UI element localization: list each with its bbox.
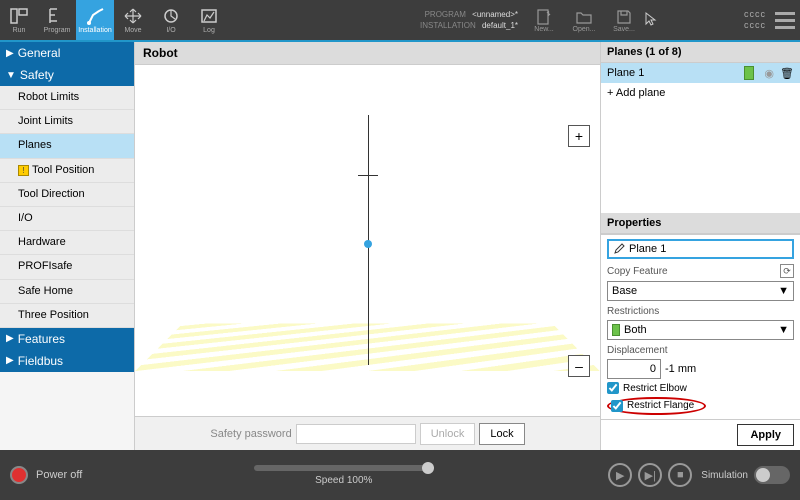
- restrictions-label: Restrictions: [607, 306, 794, 317]
- sidebar-item-profisafe[interactable]: PROFIsafe: [0, 255, 134, 279]
- dropdown-icon: ▼: [778, 285, 789, 297]
- chevron-down-icon: ▼: [6, 70, 16, 81]
- toolbar-run[interactable]: Run: [0, 0, 38, 40]
- sidebar-item-io[interactable]: I/O: [0, 207, 134, 231]
- toolbar-io[interactable]: I/O: [152, 0, 190, 40]
- right-panel: Planes (1 of 8) Plane 1 ◉ 🗑 + Add plane …: [600, 42, 800, 450]
- new-icon: [535, 8, 553, 26]
- brand-text: cccc cccc: [744, 9, 766, 31]
- section-safety[interactable]: ▼Safety: [0, 64, 134, 86]
- password-bar: Safety password Unlock Lock: [135, 416, 600, 450]
- sidebar: ▶General ▼Safety Robot Limits Joint Limi…: [0, 42, 135, 450]
- file-new[interactable]: New...: [524, 0, 564, 40]
- save-icon: [615, 8, 633, 26]
- stop-button[interactable]: ■: [668, 463, 692, 487]
- file-save[interactable]: Save...: [604, 0, 644, 40]
- plane-list: Plane 1 ◉ 🗑 + Add plane: [601, 63, 800, 103]
- planes-header: Planes (1 of 8): [601, 42, 800, 63]
- chevron-right-icon: ▶: [6, 333, 14, 344]
- viewport-title: Robot: [135, 42, 600, 65]
- chevron-right-icon: ▶: [6, 48, 14, 59]
- speed-control: Speed 100%: [254, 465, 434, 486]
- main-area: ▶General ▼Safety Robot Limits Joint Limi…: [0, 40, 800, 450]
- viewport-3d[interactable]: + –: [135, 65, 600, 416]
- restrictions-select[interactable]: Both ▼: [607, 320, 794, 340]
- menu-button[interactable]: [770, 0, 800, 40]
- node-icon: [364, 240, 372, 248]
- open-icon: [575, 8, 593, 26]
- simulation-label: Simulation: [701, 470, 748, 481]
- installation-icon: [84, 6, 106, 26]
- file-open[interactable]: Open...: [564, 0, 604, 40]
- toolbar-log[interactable]: Log: [190, 0, 228, 40]
- displacement-input[interactable]: [607, 359, 661, 379]
- program-info: PROGRAM <unnamed>* INSTALLATION default_…: [420, 9, 524, 31]
- restrict-elbow-row[interactable]: Restrict Elbow: [607, 382, 794, 394]
- status-bar: Power off Speed 100% ▶ ▶| ■ Simulation: [0, 450, 800, 500]
- center-panel: Robot + – Safety password Unlock Lock: [135, 42, 600, 450]
- sidebar-item-hardware[interactable]: Hardware: [0, 231, 134, 255]
- speed-label: Speed 100%: [254, 475, 434, 486]
- sidebar-item-joint-limits[interactable]: Joint Limits: [0, 110, 134, 134]
- sidebar-item-tool-direction[interactable]: Tool Direction: [0, 183, 134, 207]
- visibility-icon[interactable]: ◉: [764, 67, 774, 80]
- plane-row[interactable]: Plane 1 ◉ 🗑: [601, 63, 800, 83]
- refresh-button[interactable]: ⟳: [780, 264, 794, 278]
- status-tag-icon: [744, 66, 754, 80]
- properties-header: Properties: [601, 213, 800, 234]
- copy-feature-label: Copy Feature ⟳: [607, 264, 794, 278]
- simulation-toggle[interactable]: [754, 466, 790, 484]
- displacement-unit: -1 mm: [665, 363, 696, 375]
- chevron-right-icon: ▶: [6, 355, 14, 366]
- unlock-button[interactable]: Unlock: [420, 423, 476, 445]
- toolbar-installation[interactable]: Installation: [76, 0, 114, 40]
- restrict-elbow-checkbox[interactable]: [607, 382, 619, 394]
- section-features[interactable]: ▶Features: [0, 328, 134, 350]
- toolbar-move[interactable]: Move: [114, 0, 152, 40]
- restrict-flange-checkbox[interactable]: [611, 400, 623, 412]
- toolbar-program[interactable]: Program: [38, 0, 76, 40]
- zoom-out-button[interactable]: –: [568, 355, 590, 377]
- power-label: Power off: [36, 469, 82, 481]
- top-toolbar: Run Program Installation Move I/O Log PR…: [0, 0, 800, 40]
- speed-slider[interactable]: [254, 465, 434, 471]
- apply-button[interactable]: Apply: [737, 424, 794, 446]
- sidebar-item-planes[interactable]: Planes: [0, 134, 134, 158]
- sidebar-item-robot-limits[interactable]: Robot Limits: [0, 86, 134, 110]
- plane-label: Plane 1: [607, 67, 644, 79]
- displacement-label: Displacement: [607, 345, 794, 356]
- edit-icon: [613, 243, 625, 255]
- password-input[interactable]: [296, 424, 416, 444]
- password-label: Safety password: [210, 428, 291, 440]
- log-icon: [198, 6, 220, 26]
- properties-panel: Plane 1 Copy Feature ⟳ Base ▼ Restrictio…: [601, 234, 800, 419]
- section-fieldbus[interactable]: ▶Fieldbus: [0, 350, 134, 372]
- plane-name-field[interactable]: Plane 1: [607, 239, 794, 259]
- axis-line: [358, 175, 378, 176]
- restrict-flange-row[interactable]: Restrict Flange: [607, 397, 794, 415]
- cursor-icon: [644, 11, 684, 30]
- zoom-in-button[interactable]: +: [568, 125, 590, 147]
- power-indicator-icon[interactable]: [10, 466, 28, 484]
- sidebar-item-tool-position[interactable]: !Tool Position: [0, 159, 134, 183]
- delete-icon[interactable]: 🗑: [780, 67, 794, 80]
- io-icon: [160, 6, 182, 26]
- dropdown-icon: ▼: [778, 324, 789, 336]
- plane-name-text: Plane 1: [629, 243, 666, 255]
- program-icon: [46, 6, 68, 26]
- warning-icon: !: [18, 165, 29, 176]
- step-button[interactable]: ▶|: [638, 463, 662, 487]
- copy-feature-select[interactable]: Base ▼: [607, 281, 794, 301]
- section-general[interactable]: ▶General: [0, 42, 134, 64]
- play-button[interactable]: ▶: [608, 463, 632, 487]
- run-icon: [8, 6, 30, 26]
- status-tag-icon: [612, 324, 620, 336]
- move-icon: [122, 6, 144, 26]
- add-plane-button[interactable]: + Add plane: [601, 83, 800, 103]
- sidebar-item-safe-home[interactable]: Safe Home: [0, 280, 134, 304]
- lock-button[interactable]: Lock: [479, 423, 524, 445]
- sidebar-item-three-position[interactable]: Three Position: [0, 304, 134, 328]
